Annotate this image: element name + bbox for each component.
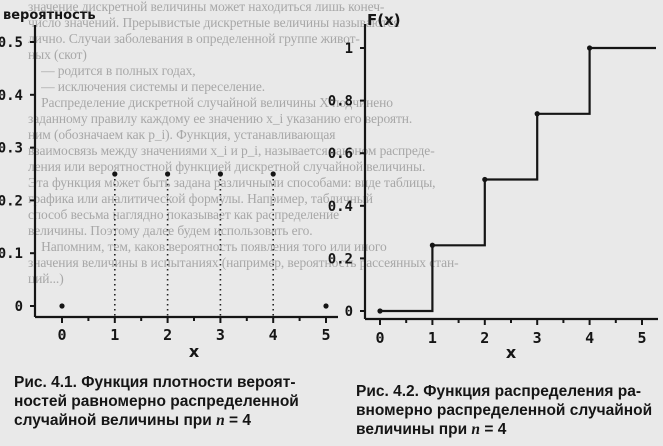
background-text-line: величины. Поэтому далее будем использова… <box>28 223 313 238</box>
y-tick-label: 0.6 <box>328 146 353 162</box>
caption-figure-4-2: Рис. 4.2. Функция распределения ра- вном… <box>356 382 661 439</box>
caption-line: случайной величины при <box>14 412 217 429</box>
cdf-step-line <box>380 46 656 313</box>
data-point <box>587 45 593 51</box>
data-point <box>534 111 540 117</box>
caption-line: Функция распределения ра- <box>418 383 642 400</box>
x-tick-label: 2 <box>163 326 172 344</box>
caption-line: = 4 <box>480 421 507 438</box>
x-tick-label: 2 <box>480 329 489 347</box>
background-text-line: способ весьма наглядно показывает как ра… <box>28 207 340 222</box>
data-point <box>377 308 383 314</box>
x-axis-label: x <box>506 343 517 362</box>
caption-line: вномерно распределенной случайной <box>356 402 653 419</box>
data-point <box>217 171 223 177</box>
caption-line: величины при <box>356 421 472 438</box>
x-axis-label: x <box>189 342 200 361</box>
background-text-line: число значений. Прерывистые дискретные в… <box>28 15 400 30</box>
y-tick-label: 0.8 <box>328 94 353 110</box>
x-tick-label: 5 <box>637 329 646 347</box>
y-tick-label: 0.2 <box>328 251 353 267</box>
x-tick-label: 1 <box>428 329 437 347</box>
y-tick-label: 0.4 <box>0 88 23 104</box>
y-tick-label: 1 <box>345 41 353 57</box>
x-tick-label: 4 <box>585 329 594 347</box>
caption-variable: n <box>216 412 225 429</box>
x-tick-label: 0 <box>375 329 384 347</box>
background-text-line: значения величины в испытаниях (например… <box>28 255 459 270</box>
y-tick-label: 0 <box>345 304 353 320</box>
data-point <box>165 171 171 177</box>
x-tick-label: 3 <box>216 326 225 344</box>
background-text-line: Распределение дискретной случайной велич… <box>28 95 393 110</box>
data-point <box>429 242 435 248</box>
background-text-line: ним (обозначаем как p_i). Функция, устан… <box>28 127 336 142</box>
data-point <box>59 303 65 309</box>
background-text-line: ных (скот) <box>28 47 87 62</box>
x-tick-label: 1 <box>110 326 119 344</box>
data-point <box>270 171 276 177</box>
background-text-line: значение дискретной величины может наход… <box>28 0 385 14</box>
x-tick-label: 5 <box>321 326 330 344</box>
data-point <box>112 171 118 177</box>
y-tick-label: 0.5 <box>0 35 23 51</box>
caption-line: = 4 <box>224 412 252 429</box>
background-text-line: ций...) <box>28 271 64 286</box>
y-tick-label: 0 <box>15 299 23 315</box>
background-text-line: — родится в полных годах, <box>28 63 196 78</box>
caption-fig-number: Рис. 4.2. <box>356 383 419 400</box>
caption-figure-4-1: Рис. 4.1. Функция плотности вероят- ност… <box>14 373 344 430</box>
caption-line: ностей равномерно распределенной <box>14 393 299 410</box>
y-tick-label: 0.4 <box>328 199 353 215</box>
background-text-line: — исключения системы и переселение. <box>28 79 266 94</box>
background-text-line: графика или аналитической формулы. Напри… <box>28 191 373 206</box>
y-tick-label: 0.3 <box>0 141 23 157</box>
y-tick-label: 0.2 <box>0 193 23 209</box>
y-axis-label: F(x) <box>367 11 401 29</box>
background-text-line: лично. Случаи заболевания в определенной… <box>28 31 360 46</box>
caption-fig-number: Рис. 4.1. <box>14 374 77 391</box>
background-text-line: ления или вероятностной функцией дискрет… <box>28 159 426 174</box>
caption-variable: n <box>471 421 481 438</box>
data-point <box>482 176 488 183</box>
y-axis-label: вероятность <box>3 8 96 23</box>
data-point <box>323 303 329 309</box>
x-tick-label: 3 <box>533 329 542 347</box>
y-tick-label: 0.1 <box>0 246 23 262</box>
x-tick-label: 0 <box>57 326 66 344</box>
background-text-line: Эта функция может быть задана различными… <box>28 175 436 190</box>
x-tick-label: 4 <box>269 326 278 344</box>
background-text-line: заданному правилу каждому ее значению x_… <box>28 111 413 126</box>
caption-line: Функция плотности вероят- <box>76 374 296 391</box>
